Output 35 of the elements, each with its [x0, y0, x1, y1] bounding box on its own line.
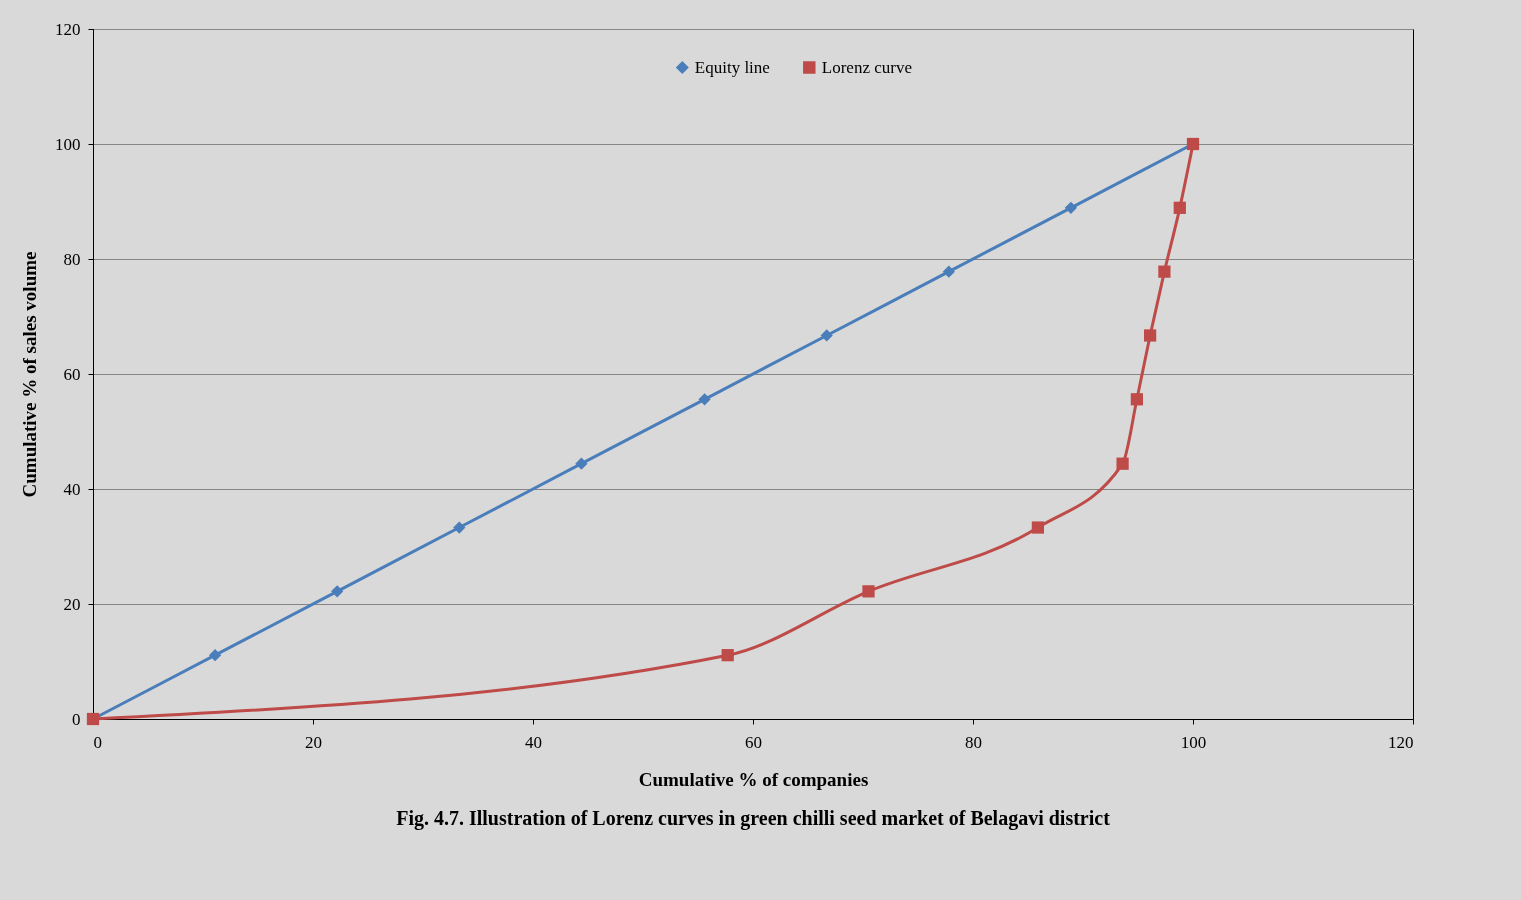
x-tick-label: 100: [1180, 732, 1207, 752]
x-tick-label: 0: [93, 732, 102, 752]
point: [698, 393, 711, 406]
point: [1130, 393, 1144, 406]
point: [1158, 265, 1171, 278]
point: [208, 649, 222, 662]
x-tick-label: 80: [965, 732, 982, 752]
point: [1143, 329, 1157, 342]
y-axis-title: Cumulative % of sales volume: [19, 251, 40, 498]
y-tick-label: 40: [63, 479, 81, 499]
y-tick-label: 120: [55, 19, 81, 39]
y-tick-label: 0: [72, 709, 81, 729]
point: [1173, 201, 1186, 214]
y-tick-label: 20: [63, 594, 81, 614]
point: [1116, 457, 1129, 470]
x-tick-label: 20: [305, 732, 322, 752]
point: [331, 585, 344, 598]
legend-label: Equity line: [694, 57, 770, 77]
point: [820, 329, 833, 342]
point: [942, 265, 955, 278]
x-tick-label: 120: [1388, 732, 1414, 752]
point: [575, 457, 588, 470]
point: [453, 521, 466, 534]
point: [862, 585, 875, 598]
x-tick-label: 40: [525, 732, 542, 752]
legend-label: Lorenz curve: [821, 57, 912, 77]
point: [1031, 521, 1045, 534]
y-tick-label: 100: [55, 134, 81, 154]
x-tick-label: 60: [745, 732, 762, 752]
caption: Fig. 4.7. Illustration of Lorenz curves in green chilli seed market of Belagavi district: [396, 807, 1111, 830]
point: [1064, 201, 1078, 214]
y-tick-label: 80: [63, 249, 81, 269]
x-axis-title: Cumulative % of companies: [638, 768, 869, 790]
y-tick-label: 60: [63, 364, 81, 384]
point: [721, 649, 734, 662]
